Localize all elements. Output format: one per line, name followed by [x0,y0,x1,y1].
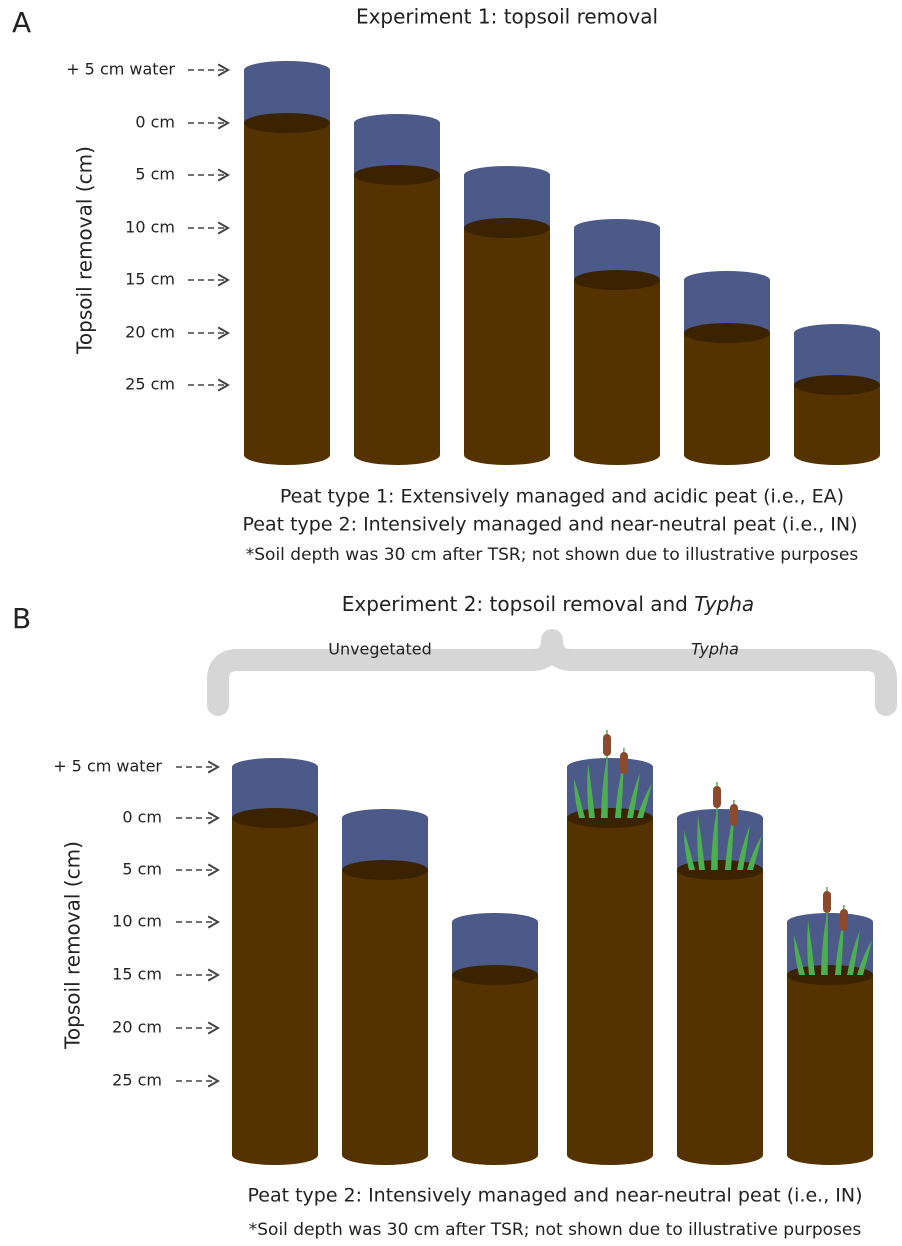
water-top [464,166,550,184]
typha-spike [840,909,848,931]
peat-bottom [452,1145,538,1165]
peat-surface [684,323,770,343]
typha-spike [823,891,831,913]
water-top [567,758,653,776]
peat-bottom [574,445,660,465]
water-top [232,758,318,776]
level-label: 25 cm [112,1071,162,1090]
water-top [452,913,538,931]
typha-spike [713,786,721,808]
level-label: + 5 cm water [66,60,175,79]
water-top [354,114,440,132]
group-bracket [218,640,886,705]
level-label: + 5 cm water [53,757,162,776]
peat-bottom [684,445,770,465]
level-label: 15 cm [125,270,175,289]
water-top [787,913,873,931]
peat-surface [794,375,880,395]
level-label: 15 cm [112,965,162,984]
note: *Soil depth was 30 cm after TSR; not sho… [249,1220,862,1240]
peat-bottom [794,445,880,465]
water-top [574,219,660,237]
peat-bottom [354,445,440,465]
title-part: Typha [694,592,754,616]
peat-bottom [677,1145,763,1165]
peat-surface [232,808,318,828]
level-label: 5 cm [135,165,175,184]
peat [787,975,873,1155]
panel-letter: B [12,602,31,635]
peat-surface [452,965,538,985]
level-label: 10 cm [125,218,175,237]
level-label: 0 cm [122,808,162,827]
note: *Soil depth was 30 cm after TSR; not sho… [246,545,859,565]
group-label: Unvegetated [328,640,432,659]
level-label: 5 cm [122,860,162,879]
peat [342,870,428,1155]
panel-title: Experiment 2: topsoil removal and Typha [342,592,754,616]
peat-bottom [232,1145,318,1165]
note: Peat type 1: Extensively managed and aci… [280,486,844,508]
level-label: 20 cm [125,323,175,342]
level-label: 10 cm [112,912,162,931]
peat-bottom [567,1145,653,1165]
level-label: 0 cm [135,113,175,132]
water-top [794,324,880,342]
peat [232,818,318,1155]
peat-surface [354,165,440,185]
peat-bottom [787,1145,873,1165]
peat-bottom [244,445,330,465]
peat [244,123,330,455]
peat [452,975,538,1155]
peat-surface [244,113,330,133]
peat [574,280,660,455]
peat [684,333,770,455]
panel-letter: A [12,6,31,39]
title-part: Experiment 2: topsoil removal and [342,592,694,616]
group-label: Typha [691,640,739,659]
water-top [684,271,770,289]
y-axis-label: Topsoil removal (cm) [61,841,85,1050]
water-top [677,809,763,827]
water-top [244,61,330,79]
peat [677,870,763,1155]
peat [567,818,653,1155]
peat-bottom [464,445,550,465]
typha-spike [620,752,628,774]
panel-title: Experiment 1: topsoil removal [356,5,658,29]
peat [794,385,880,455]
typha-spike [603,734,611,756]
level-label: 25 cm [125,375,175,394]
y-axis-label: Topsoil removal (cm) [73,146,97,355]
peat-bottom [342,1145,428,1165]
peat [354,175,440,455]
note: Peat type 2: Intensively managed and nea… [247,1185,862,1207]
peat-surface [464,218,550,238]
peat-surface [574,270,660,290]
level-label: 20 cm [112,1018,162,1037]
peat-surface [342,860,428,880]
note: Peat type 2: Intensively managed and nea… [242,514,857,536]
typha-spike [730,804,738,826]
peat [464,228,550,455]
water-top [342,809,428,827]
figure: A Experiment 1: topsoil removal Topsoil … [0,0,902,1242]
